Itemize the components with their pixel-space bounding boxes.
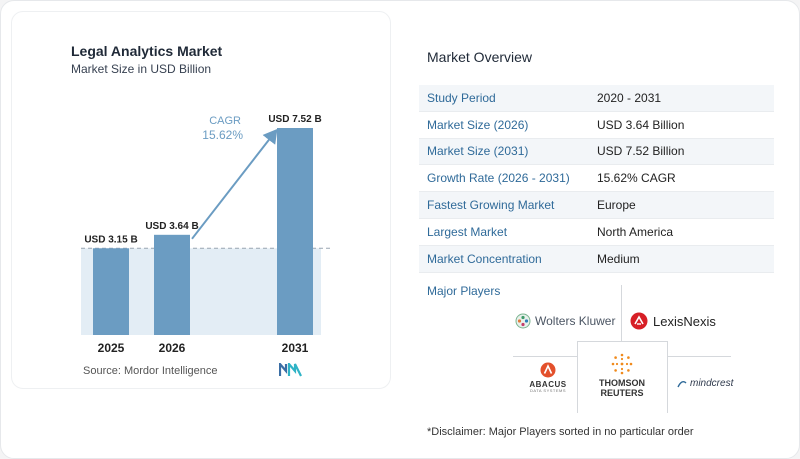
mordor-logo-icon xyxy=(279,363,302,377)
players-divider xyxy=(513,356,577,357)
mindcrest-name: mindcrest xyxy=(690,378,734,389)
bar-2025 xyxy=(93,248,129,335)
row-value: North America xyxy=(597,224,674,239)
players-divider xyxy=(667,356,731,357)
mindcrest-logo: mindcrest xyxy=(677,378,733,389)
row-label: Largest Market xyxy=(427,224,508,239)
overview-row: Market Concentration Medium xyxy=(419,245,774,273)
row-label: Market Size (2031) xyxy=(427,144,529,159)
overview-table: Study Period 2020 - 2031 Market Size (20… xyxy=(419,85,774,273)
players-divider xyxy=(667,341,668,413)
wolters-kluwer-icon xyxy=(515,313,531,329)
thomson-reuters-logo: THOMSON REUTERS xyxy=(592,353,652,399)
row-value: Medium xyxy=(597,251,640,266)
row-label: Market Size (2026) xyxy=(427,117,529,132)
overview-row: Market Size (2031) USD 7.52 Billion xyxy=(419,138,774,166)
abacus-icon xyxy=(540,362,556,378)
abacus-name: ABACUS xyxy=(529,380,567,389)
players-divider xyxy=(577,341,668,342)
abacus-logo: ABACUS DATA SYSTEMS xyxy=(525,362,571,394)
reuters-name: REUTERS xyxy=(600,388,644,399)
row-label: Fastest Growing Market xyxy=(427,198,555,213)
bar-2026 xyxy=(154,234,190,335)
mindcrest-icon xyxy=(677,380,687,387)
row-label: Study Period xyxy=(427,90,496,105)
thomson-reuters-icon xyxy=(611,353,633,375)
tick-label-2025: 2025 xyxy=(98,341,125,355)
row-value: 15.62% CAGR xyxy=(597,171,676,186)
abacus-subtitle: DATA SYSTEMS xyxy=(529,388,567,394)
source-text: Source: Mordor Intelligence xyxy=(83,365,218,377)
row-label: Market Concentration xyxy=(427,251,542,266)
data-label-2031: USD 7.52 B xyxy=(268,114,321,125)
tick-label-2031: 2031 xyxy=(282,341,309,355)
wolters-kluwer-name: Wolters Kluwer xyxy=(535,314,616,328)
overview-row: Fastest Growing Market Europe xyxy=(419,192,774,219)
overview-row: Market Size (2026) USD 3.64 Billion xyxy=(419,112,774,139)
row-value: Europe xyxy=(597,198,636,213)
data-label-2026: USD 3.64 B xyxy=(145,221,198,232)
thomson-name: THOMSON xyxy=(599,378,645,388)
overview-row: Growth Rate (2026 - 2031) 15.62% CAGR xyxy=(419,165,774,193)
players-divider xyxy=(621,285,622,341)
players-title: Major Players xyxy=(427,284,501,298)
overview-row: Study Period 2020 - 2031 xyxy=(419,85,774,112)
wolters-kluwer-logo: Wolters Kluwer xyxy=(515,313,615,329)
chart-title: Legal Analytics Market xyxy=(71,43,223,59)
overview-row: Largest Market North America xyxy=(419,219,774,246)
players-divider xyxy=(577,341,578,413)
chart-subtitle: Market Size in USD Billion xyxy=(71,62,212,76)
disclaimer-text: *Disclaimer: Major Players sorted in no … xyxy=(427,426,694,438)
overview-title: Market Overview xyxy=(427,49,533,65)
cagr-label: CAGR xyxy=(209,115,241,127)
bar-chart: USD 3.15 B 2025 USD 3.64 B 2026 USD 7.52 B 20… xyxy=(81,114,331,355)
row-value: 2020 - 2031 xyxy=(597,90,662,105)
cagr-arrow xyxy=(191,128,278,240)
row-label: Growth Rate (2026 - 2031) xyxy=(427,171,570,186)
bar-2031 xyxy=(277,128,313,335)
lexisnexis-logo: LexisNexis xyxy=(630,312,716,330)
tick-label-2026: 2026 xyxy=(159,341,186,355)
data-label-2025: USD 3.15 B xyxy=(84,234,137,245)
lexisnexis-icon xyxy=(630,312,648,330)
lexisnexis-name: LexisNexis xyxy=(653,313,716,329)
row-value: USD 7.52 Billion xyxy=(597,144,685,159)
cagr-value: 15.62% xyxy=(202,128,243,142)
row-value: USD 3.64 Billion xyxy=(597,117,685,132)
